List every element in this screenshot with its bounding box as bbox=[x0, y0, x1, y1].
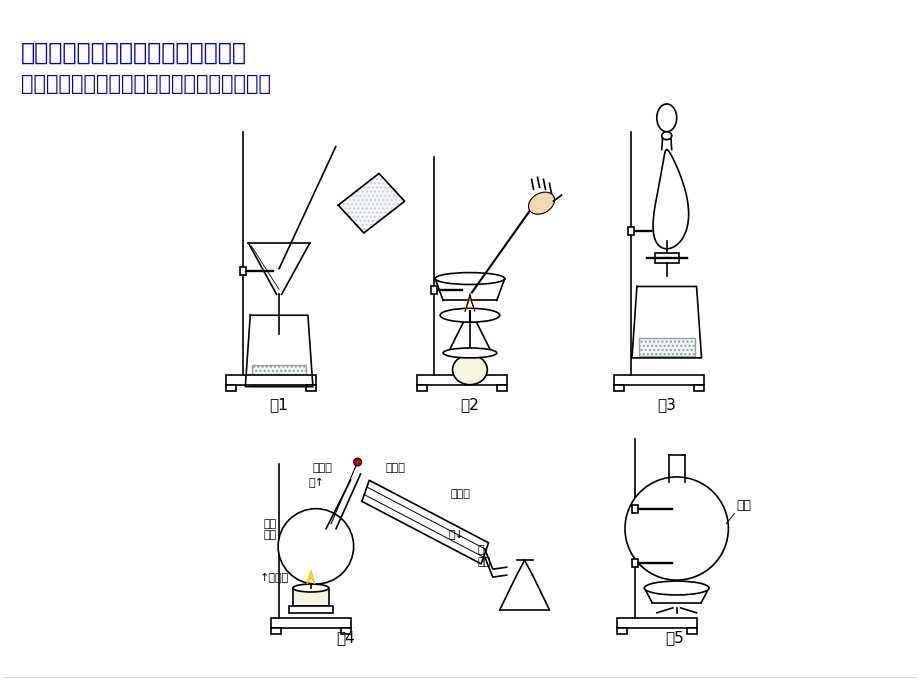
Bar bbox=[431, 286, 437, 295]
Text: 蒸馏: 蒸馏 bbox=[263, 518, 276, 529]
Text: 收器: 收器 bbox=[477, 558, 491, 567]
Text: 图5: 图5 bbox=[664, 631, 684, 646]
Ellipse shape bbox=[435, 273, 505, 284]
Bar bbox=[631, 504, 637, 513]
Ellipse shape bbox=[452, 355, 487, 385]
Circle shape bbox=[353, 458, 361, 466]
Bar bbox=[617, 628, 627, 633]
Bar bbox=[340, 628, 350, 633]
Bar bbox=[226, 375, 315, 385]
Bar bbox=[289, 606, 333, 613]
Ellipse shape bbox=[656, 104, 676, 132]
Text: ↑酒精灯: ↑酒精灯 bbox=[259, 573, 289, 583]
Ellipse shape bbox=[439, 308, 499, 322]
Polygon shape bbox=[464, 293, 474, 311]
Bar bbox=[226, 385, 236, 391]
Bar bbox=[613, 385, 623, 391]
Text: 牛角管: 牛角管 bbox=[449, 489, 470, 499]
Bar bbox=[271, 628, 281, 633]
Text: 水↓: 水↓ bbox=[448, 531, 463, 540]
Ellipse shape bbox=[292, 584, 328, 592]
Bar bbox=[686, 628, 696, 633]
Bar bbox=[271, 618, 350, 628]
Text: 图3: 图3 bbox=[656, 397, 675, 413]
Ellipse shape bbox=[443, 348, 496, 358]
Text: 二、物质分离、提纯的常用物理方法: 二、物质分离、提纯的常用物理方法 bbox=[20, 41, 246, 64]
Text: 试根据所学的知识填写操作方法及相关内容。: 试根据所学的知识填写操作方法及相关内容。 bbox=[20, 75, 270, 95]
Ellipse shape bbox=[528, 192, 554, 214]
Bar bbox=[617, 618, 696, 628]
Circle shape bbox=[624, 477, 728, 580]
Text: 冷凝管: 冷凝管 bbox=[385, 463, 405, 473]
Text: 接: 接 bbox=[477, 545, 484, 555]
Text: 水↑: 水↑ bbox=[309, 477, 324, 488]
Bar bbox=[613, 375, 703, 385]
Bar bbox=[417, 385, 426, 391]
Circle shape bbox=[278, 509, 353, 584]
Bar bbox=[417, 375, 506, 385]
Text: 图1: 图1 bbox=[269, 397, 289, 413]
Text: 图2: 图2 bbox=[460, 397, 479, 413]
Polygon shape bbox=[361, 480, 488, 564]
Text: 烧瓶: 烧瓶 bbox=[263, 531, 276, 540]
Bar bbox=[631, 560, 637, 567]
Bar bbox=[496, 385, 506, 391]
Text: 冷水: 冷水 bbox=[735, 499, 751, 512]
Bar bbox=[628, 227, 633, 235]
Bar bbox=[654, 253, 678, 263]
Ellipse shape bbox=[643, 581, 709, 595]
Text: 温度计: 温度计 bbox=[312, 463, 333, 473]
Polygon shape bbox=[652, 150, 688, 249]
Polygon shape bbox=[338, 173, 404, 233]
Text: 图4: 图4 bbox=[336, 631, 355, 646]
Bar bbox=[306, 385, 315, 391]
Polygon shape bbox=[307, 570, 314, 584]
Bar bbox=[693, 385, 703, 391]
Ellipse shape bbox=[661, 132, 671, 139]
Bar bbox=[292, 588, 328, 606]
Bar bbox=[240, 266, 246, 275]
